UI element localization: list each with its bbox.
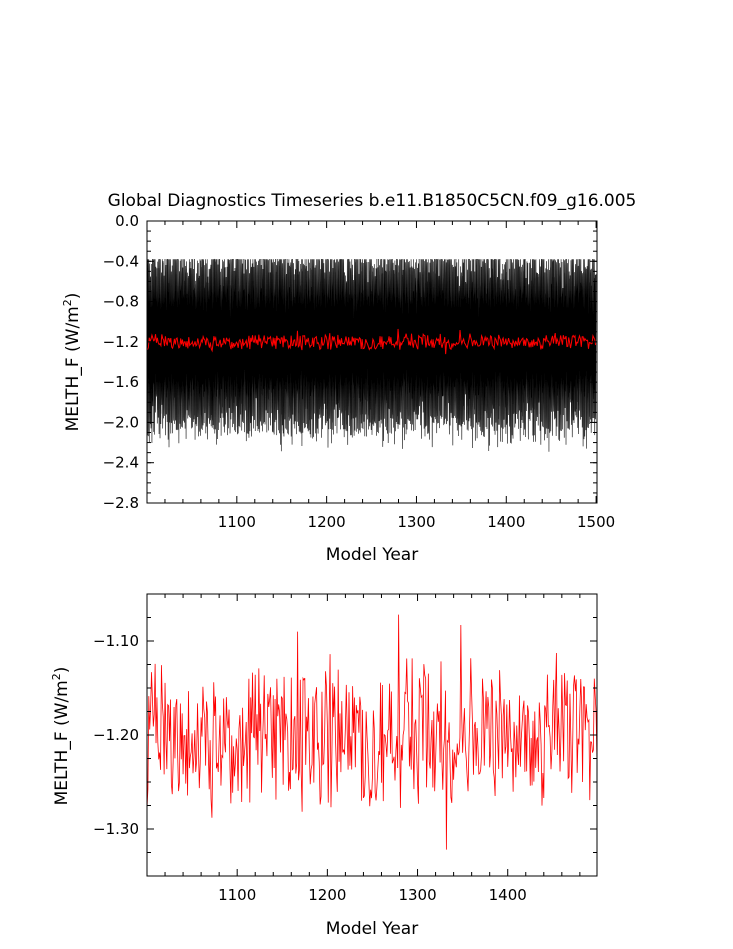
top-x-axis-label: Model Year [326,545,418,565]
bottom-chart: 1100 1200 1300 1400 −1.10 −1.20 −1.30 Model Ye… [50,593,598,939]
chart-title: Global Diagnostics Timeseries b.e11.B185… [108,191,637,211]
top-y-tick-label: −1.2 [103,333,139,351]
top-y-tick-label: −0.8 [103,293,139,311]
bottom-x-tick-label: 1100 [218,886,256,904]
top-chart-data [146,258,597,452]
bottom-y-tick-label: −1.30 [93,820,139,838]
bottom-x-tick-label: 1200 [308,886,346,904]
top-x-tick-label: 1500 [577,513,615,531]
top-y-tick-label: −1.6 [103,373,139,391]
top-chart-axes: 1100 1200 1300 1400 1500 0.0 −0.4 −0.8 −1.2 −1.6 −… [103,212,616,531]
bottom-chart-data [146,614,598,850]
top-x-tick-label: 1200 [308,513,346,531]
top-y-tick-label: −2.4 [103,454,139,472]
top-x-tick-label: 1400 [487,513,525,531]
top-x-tick-label: 1100 [218,513,256,531]
bottom-chart-axes: 1100 1200 1300 1400 −1.10 −1.20 −1.30 [93,593,597,904]
bottom-y-tick-label: −1.20 [93,726,139,744]
bottom-x-tick-label: 1400 [489,886,527,904]
top-y-tick-label: −2.8 [103,494,139,512]
bottom-x-axis-label: Model Year [326,919,418,939]
bottom-y-tick-label: −1.10 [93,632,139,650]
top-y-tick-label: 0.0 [115,212,139,230]
top-chart: Global Diagnostics Timeseries b.e11.B185… [61,191,636,565]
monthly-series-line [146,258,597,452]
top-y-tick-label: −2.0 [103,413,139,431]
top-y-tick-label: −0.4 [103,252,139,270]
annual-mean-line-bottom [146,614,598,850]
top-x-tick-label: 1300 [397,513,435,531]
bottom-y-axis-label: MELTH_F (W/m2) [50,667,72,806]
top-y-axis-label: MELTH_F (W/m2) [61,293,83,432]
bottom-x-tick-label: 1300 [398,886,436,904]
annual-mean-line-top [146,328,597,355]
